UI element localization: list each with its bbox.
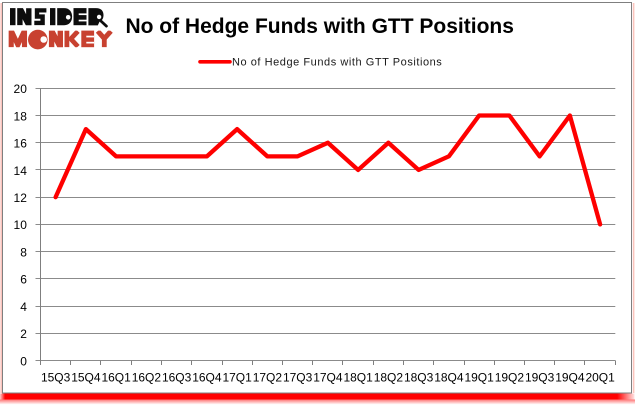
svg-text:18Q2: 18Q2 (374, 370, 404, 384)
svg-text:16Q3: 16Q3 (162, 370, 192, 384)
svg-text:19Q4: 19Q4 (555, 370, 585, 384)
svg-text:17Q4: 17Q4 (313, 370, 343, 384)
svg-text:16Q4: 16Q4 (192, 370, 222, 384)
svg-text:16Q1: 16Q1 (101, 370, 131, 384)
svg-text:18Q3: 18Q3 (404, 370, 434, 384)
svg-text:17Q1: 17Q1 (222, 370, 252, 384)
svg-text:10: 10 (14, 218, 28, 232)
svg-text:2: 2 (20, 327, 27, 341)
svg-text:18Q1: 18Q1 (343, 370, 373, 384)
svg-text:8: 8 (20, 245, 27, 259)
svg-text:20: 20 (14, 82, 28, 96)
svg-text:16Q2: 16Q2 (132, 370, 162, 384)
svg-text:19Q2: 19Q2 (495, 370, 525, 384)
svg-text:No of Hedge Funds with GTT Pos: No of Hedge Funds with GTT Positions (232, 57, 442, 69)
svg-text:6: 6 (20, 273, 27, 287)
svg-text:15Q4: 15Q4 (71, 370, 101, 384)
svg-text:17Q2: 17Q2 (253, 370, 283, 384)
svg-text:19Q3: 19Q3 (525, 370, 555, 384)
svg-text:20Q1: 20Q1 (585, 370, 615, 384)
svg-text:18: 18 (14, 109, 28, 123)
svg-text:4: 4 (20, 300, 27, 314)
svg-text:19Q1: 19Q1 (464, 370, 494, 384)
svg-text:14: 14 (14, 164, 28, 178)
svg-text:15Q3: 15Q3 (41, 370, 71, 384)
svg-text:17Q3: 17Q3 (283, 370, 313, 384)
svg-text:0: 0 (20, 354, 27, 368)
svg-text:12: 12 (14, 191, 28, 205)
svg-text:18Q4: 18Q4 (434, 370, 464, 384)
svg-text:No of Hedge Funds with GTT Pos: No of Hedge Funds with GTT Positions (125, 15, 513, 38)
svg-text:16: 16 (14, 137, 28, 151)
